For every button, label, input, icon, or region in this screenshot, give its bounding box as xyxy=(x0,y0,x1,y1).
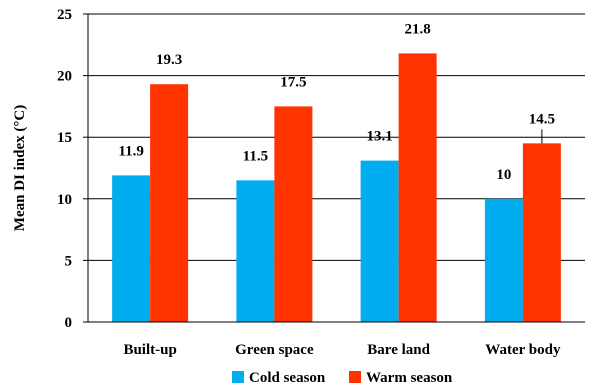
y-axis-label: Mean DI index (°C) xyxy=(12,105,28,231)
data-label: 17.5 xyxy=(280,74,306,90)
y-tick-label: 5 xyxy=(65,253,73,269)
data-label: 10 xyxy=(496,167,511,183)
data-label: 13.1 xyxy=(367,129,393,145)
legend: Cold season Warm season xyxy=(232,370,453,386)
y-tick-label: 0 xyxy=(65,315,73,331)
y-tick-label: 20 xyxy=(57,69,72,85)
bar xyxy=(360,160,399,322)
bar xyxy=(150,84,189,322)
category-label: Green space xyxy=(235,342,314,358)
category-label: Water body xyxy=(485,342,561,358)
bar xyxy=(522,143,561,322)
bar xyxy=(274,106,313,323)
bars xyxy=(112,53,561,323)
legend-swatch xyxy=(232,371,244,383)
axes xyxy=(83,13,585,323)
category-label: Bare land xyxy=(367,342,430,358)
legend-label: Warm season xyxy=(366,370,453,386)
y-tick-labels: 0 5 10 15 20 25 xyxy=(57,7,72,331)
x-tick-labels: Built-up Green space Bare land Water body xyxy=(123,342,560,358)
data-label: 19.3 xyxy=(156,52,182,68)
legend-swatch xyxy=(349,371,361,383)
bar xyxy=(398,53,437,322)
y-tick-label: 15 xyxy=(57,130,72,146)
y-tick-label: 25 xyxy=(57,7,72,23)
data-label: 11.5 xyxy=(243,148,268,164)
legend-label: Cold season xyxy=(249,370,326,386)
data-label: 21.8 xyxy=(405,21,431,37)
data-label: 14.5 xyxy=(529,111,555,127)
category-label: Built-up xyxy=(123,342,176,358)
data-labels: 11.9 19.3 11.5 17.5 13.1 21.8 10 14.5 xyxy=(118,21,555,182)
bar xyxy=(112,175,151,322)
y-tick-label: 10 xyxy=(57,192,72,208)
data-label: 11.9 xyxy=(118,143,143,159)
bar xyxy=(484,198,523,322)
bar xyxy=(236,180,275,322)
